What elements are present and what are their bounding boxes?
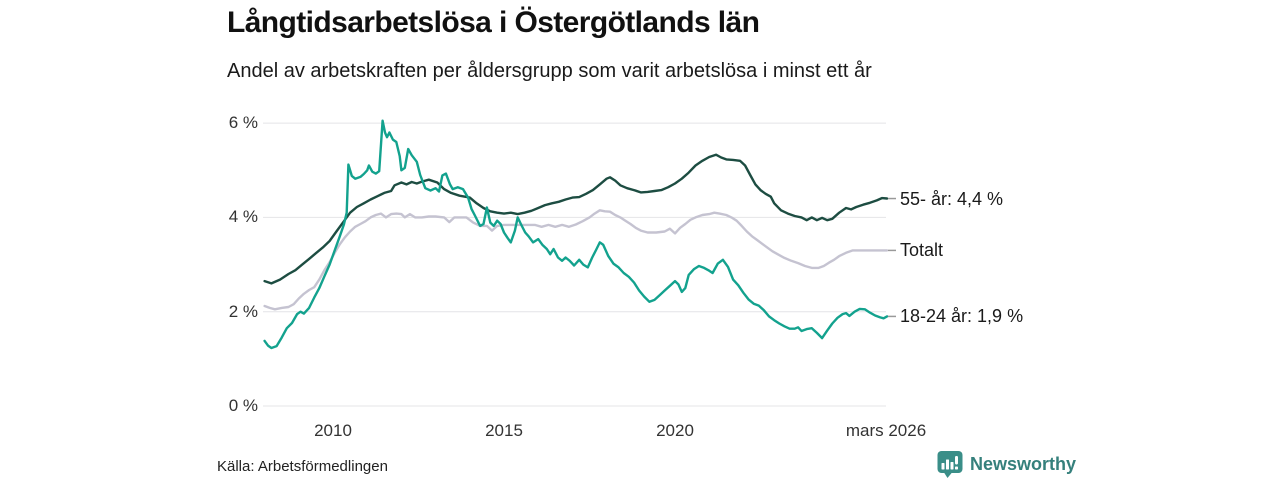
bar-chart-bubble-icon	[937, 451, 963, 478]
series-label-totalt: Totalt	[900, 240, 944, 261]
series-label-55-ar: 55- år: 4,4 %	[900, 188, 1004, 209]
source-note: Källa: Arbetsförmedlingen	[217, 458, 388, 475]
y-axis-tick-6: 6 %	[228, 113, 258, 133]
y-axis-tick-4: 4 %	[228, 207, 258, 227]
y-axis-tick-2: 2 %	[228, 301, 258, 321]
x-axis-tick-mars-2026: mars 2026	[845, 421, 927, 440]
page-title: Långtidsarbetslösa i Östergötlands län	[227, 6, 760, 39]
x-axis-tick-2020: 2020	[656, 421, 694, 440]
newsworthy-logo: Newsworthy	[937, 450, 1076, 478]
brand-name: Newsworthy	[970, 453, 1077, 474]
x-axis-tick-2010: 2010	[314, 421, 352, 440]
series-label-18-24-ar: 18-24 år: 1,9 %	[900, 306, 1024, 327]
y-axis-tick-0: 0 %	[228, 396, 258, 415]
x-axis-tick-2015: 2015	[485, 421, 523, 440]
chart-subtitle: Andel av arbetskraften per åldersgrupp s…	[227, 60, 872, 82]
